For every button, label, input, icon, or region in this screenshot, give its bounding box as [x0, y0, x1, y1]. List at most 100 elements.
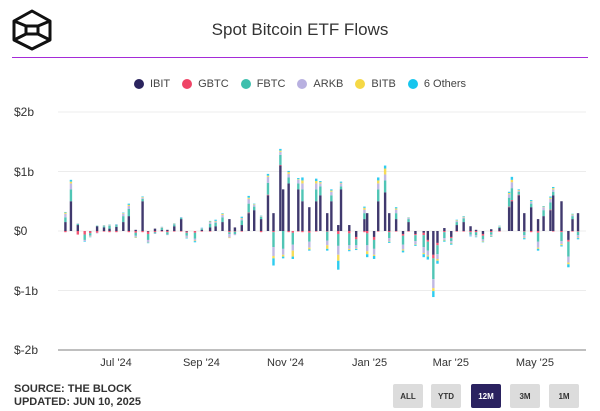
bar-segment-gbtc[interactable]: [469, 231, 472, 233]
bar-segment-6-others[interactable]: [450, 243, 453, 245]
bar-segment-fbtc[interactable]: [64, 217, 67, 223]
bar-segment-ibit[interactable]: [363, 219, 366, 231]
bar-segment-fbtc[interactable]: [315, 189, 318, 202]
bar-segment-fbtc[interactable]: [146, 233, 150, 240]
bar-segment-gbtc[interactable]: [259, 231, 263, 233]
bar-segment-gbtc[interactable]: [228, 231, 231, 233]
bar-segment-6-others[interactable]: [523, 238, 526, 240]
bar-segment-gbtc[interactable]: [450, 236, 453, 239]
bar-segment-ibit[interactable]: [173, 226, 176, 231]
bar-segment-fbtc[interactable]: [185, 232, 188, 236]
bar-segment-fbtc[interactable]: [208, 223, 212, 228]
bar-segment-ibit[interactable]: [272, 213, 275, 231]
bar-segment-bitb[interactable]: [549, 197, 552, 199]
bar-segment-gbtc[interactable]: [240, 231, 243, 232]
bar-segment-fbtc[interactable]: [153, 232, 157, 234]
bar-segment-ibit[interactable]: [401, 231, 405, 234]
bar-segment-gbtc[interactable]: [76, 231, 80, 235]
bar-segment-arkb[interactable]: [208, 222, 212, 224]
bar-segment-ibit[interactable]: [571, 219, 574, 231]
bar-segment-6-others[interactable]: [529, 200, 533, 202]
bar-segment-6-others[interactable]: [221, 213, 224, 214]
bar-segment-gbtc[interactable]: [185, 231, 188, 233]
bar-segment-6-others[interactable]: [365, 254, 369, 258]
bar-segment-arkb[interactable]: [443, 238, 446, 240]
bar-segment-fbtc[interactable]: [339, 186, 343, 190]
bar-segment-arkb[interactable]: [372, 248, 376, 255]
bar-segment-arkb[interactable]: [432, 279, 435, 289]
bar-segment-arkb[interactable]: [247, 198, 250, 204]
bar-segment-bitb[interactable]: [330, 190, 333, 192]
bar-segment-gbtc[interactable]: [279, 164, 282, 166]
bar-segment-fbtc[interactable]: [469, 232, 472, 235]
bar-segment-gbtc[interactable]: [266, 194, 270, 196]
bar-segment-gbtc[interactable]: [326, 231, 329, 232]
bar-segment-bitb[interactable]: [354, 248, 358, 249]
bar-segment-arkb[interactable]: [89, 235, 92, 237]
bar-segment-fbtc[interactable]: [173, 224, 176, 227]
bar-segment-gbtc[interactable]: [102, 231, 106, 232]
bar-segment-6-others[interactable]: [301, 177, 304, 181]
bar-segment-6-others[interactable]: [214, 219, 217, 221]
bar-segment-6-others[interactable]: [64, 211, 67, 213]
bar-segment-ibit[interactable]: [259, 219, 263, 231]
bar-segment-fbtc[interactable]: [308, 232, 311, 242]
bar-segment-6-others[interactable]: [542, 206, 545, 207]
bar-segment-arkb[interactable]: [326, 240, 329, 246]
bar-segment-fbtc[interactable]: [365, 233, 369, 246]
bar-segment-ibit[interactable]: [348, 225, 351, 231]
bar-segment-ibit[interactable]: [576, 213, 580, 231]
bar-segment-fbtc[interactable]: [228, 232, 231, 234]
bar-segment-gbtc[interactable]: [422, 232, 425, 236]
bar-segment-bitb[interactable]: [542, 206, 545, 208]
bar-segment-ibit[interactable]: [552, 195, 555, 231]
bar-segment-6-others[interactable]: [122, 212, 125, 214]
bar-segment-bitb[interactable]: [315, 181, 318, 184]
bar-segment-fbtc[interactable]: [426, 241, 430, 251]
bar-segment-fbtc[interactable]: [523, 231, 526, 236]
bar-segment-6-others[interactable]: [455, 219, 458, 221]
bar-segment-gbtc[interactable]: [571, 231, 574, 232]
bar-segment-gbtc[interactable]: [287, 231, 290, 233]
bar-segment-fbtc[interactable]: [279, 154, 282, 165]
bar-segment-6-others[interactable]: [377, 177, 380, 181]
bar-segment-ibit[interactable]: [64, 222, 67, 231]
bar-segment-bitb[interactable]: [462, 216, 465, 218]
bar-segment-ibit[interactable]: [95, 226, 99, 231]
bar-segment-ibit[interactable]: [377, 201, 380, 231]
bar-segment-fbtc[interactable]: [462, 218, 465, 223]
bar-segment-gbtc[interactable]: [337, 231, 340, 234]
bar-segment-gbtc[interactable]: [426, 239, 430, 242]
bar-segment-gbtc[interactable]: [127, 231, 131, 233]
bar-segment-6-others[interactable]: [422, 254, 425, 258]
bar-segment-ibit[interactable]: [474, 229, 478, 231]
bar-segment-arkb[interactable]: [266, 176, 270, 183]
bar-segment-gbtc[interactable]: [401, 233, 405, 236]
bar-segment-arkb[interactable]: [462, 217, 465, 219]
bar-segment-gbtc[interactable]: [490, 231, 493, 233]
bar-segment-bitb[interactable]: [365, 251, 369, 255]
bar-segment-bitb[interactable]: [308, 247, 311, 250]
bar-segment-gbtc[interactable]: [291, 231, 294, 233]
bar-segment-fbtc[interactable]: [536, 232, 540, 242]
bar-segment-gbtc[interactable]: [560, 231, 563, 233]
bar-segment-ibit[interactable]: [76, 225, 80, 231]
bar-segment-bitb[interactable]: [141, 197, 144, 198]
bar-segment-ibit[interactable]: [153, 228, 157, 231]
bar-segment-gbtc[interactable]: [179, 231, 183, 232]
range-button-all[interactable]: ALL: [393, 384, 423, 408]
bar-segment-6-others[interactable]: [560, 245, 563, 247]
bar-segment-bitb[interactable]: [266, 175, 270, 177]
bar-segment-6-others[interactable]: [507, 191, 511, 193]
bar-segment-fbtc[interactable]: [363, 213, 366, 220]
bar-segment-arkb[interactable]: [474, 235, 478, 237]
bar-segment-arkb[interactable]: [240, 218, 243, 221]
bar-segment-bitb[interactable]: [214, 220, 217, 222]
bar-segment-arkb[interactable]: [560, 241, 563, 245]
bar-segment-arkb[interactable]: [179, 217, 183, 218]
bar-segment-fbtc[interactable]: [287, 177, 290, 184]
bar-segment-gbtc[interactable]: [301, 231, 304, 233]
bar-segment-ibit[interactable]: [102, 227, 106, 231]
bar-segment-fbtc[interactable]: [89, 233, 92, 236]
bar-segment-gbtc[interactable]: [83, 231, 86, 235]
